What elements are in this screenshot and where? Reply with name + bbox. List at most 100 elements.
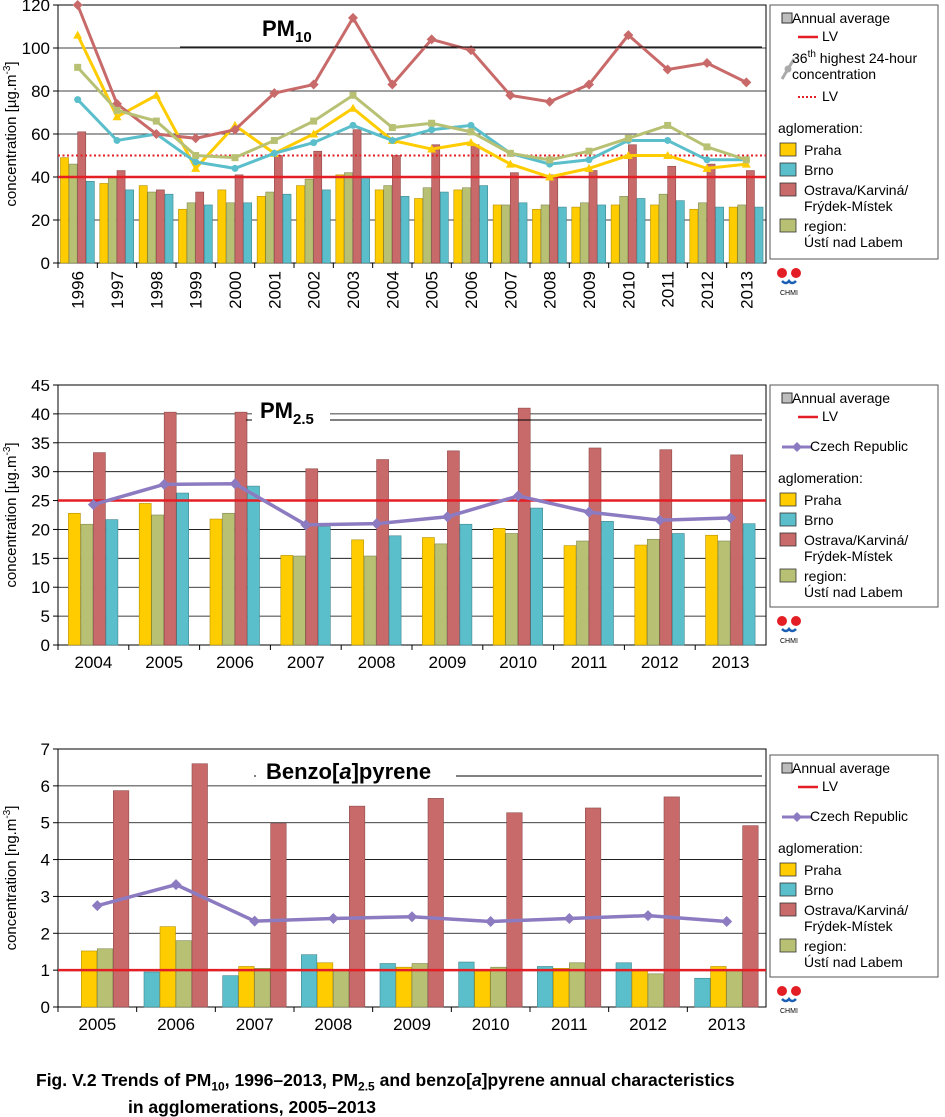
- x-tick-label: 2004: [383, 271, 402, 309]
- marker-brno: [74, 96, 82, 104]
- marker-region: [388, 124, 396, 132]
- series-line-czech_republic: [92, 482, 731, 527]
- x-tick-label: 2008: [314, 1015, 352, 1034]
- x-tick-label: 2006: [216, 653, 254, 672]
- x-tick-label: 1997: [108, 271, 127, 309]
- chmi-logo-dot-right: [791, 616, 801, 626]
- bar-ostrava: [585, 807, 602, 1008]
- x-tick-label: 1998: [147, 271, 166, 309]
- legend-label-brno: Brno: [804, 162, 834, 178]
- legend-label-region: region:: [804, 938, 847, 954]
- x-tick-label: 2009: [393, 1015, 431, 1034]
- bar-praha: [395, 966, 412, 1008]
- bar-ostrava: [730, 454, 743, 646]
- legend-swatch-ostrava: [779, 182, 797, 197]
- marker-praha: [73, 30, 83, 39]
- legend-swatch-region: [779, 568, 797, 583]
- legend-label-ostrava-2: Frýdek-Místek: [804, 918, 894, 934]
- bar-praha: [492, 527, 506, 646]
- marker-praha: [741, 159, 751, 168]
- bar-brno: [388, 535, 402, 646]
- bar-ostrava: [116, 170, 126, 264]
- bar-ostrava: [517, 407, 531, 646]
- legend-lv: LV: [822, 28, 839, 44]
- y-tick-label: 25: [31, 492, 50, 511]
- x-tick-label: 2009: [580, 271, 599, 309]
- legend-aglomeration: aglomeration:: [778, 840, 863, 856]
- marker-region: [467, 128, 475, 136]
- marker-region: [624, 134, 632, 142]
- marker-czech_republic: [371, 518, 383, 530]
- x-tick-label: 2012: [641, 653, 679, 672]
- marker-praha: [505, 159, 515, 168]
- bar-region: [540, 204, 550, 264]
- y-tick-label: 1: [41, 961, 50, 980]
- y-tick-label: 4: [41, 851, 50, 870]
- marker-region: [113, 106, 121, 114]
- marker-praha: [112, 112, 122, 121]
- bar-brno: [361, 176, 371, 264]
- bar-region: [80, 523, 94, 646]
- marker-region: [428, 119, 436, 127]
- y-tick-label: 45: [31, 380, 50, 395]
- bar-region: [226, 202, 235, 264]
- title-bg: [250, 12, 330, 44]
- marker-brno: [467, 121, 475, 129]
- legend-swatch-region: [779, 218, 797, 233]
- bar-region: [304, 178, 314, 264]
- marker-praha: [663, 151, 673, 159]
- legend-label-praha: Praha: [804, 862, 842, 878]
- legend-annual-average: Annual average: [792, 760, 890, 776]
- legend-annual-average: Annual average: [792, 390, 890, 406]
- y-tick-label: 15: [31, 549, 50, 568]
- legend-swatch-brno: [779, 512, 797, 527]
- marker-ostrava: [230, 124, 240, 135]
- bar-brno: [176, 492, 189, 646]
- legend-frame: [769, 4, 939, 260]
- bar-praha: [689, 208, 699, 264]
- bar-praha: [474, 970, 491, 1008]
- bar-praha: [159, 926, 176, 1008]
- bar-region: [658, 193, 668, 264]
- x-tick-label: 2008: [358, 653, 396, 672]
- y-tick-label: 80: [31, 82, 50, 101]
- bar-praha: [492, 204, 502, 264]
- marker-brno: [349, 121, 357, 129]
- bar-region: [501, 204, 511, 264]
- bar-praha: [374, 189, 384, 264]
- legend-swatch-ostrava: [779, 902, 797, 917]
- figure-caption: Fig. V.2 Trends of PM10, 1996–2013, PM2.…: [36, 1070, 735, 1117]
- bap-chart: 0 1 2 3 4 5 6 7 concentration [ng.m-3] 2005 2006 20…: [0, 735, 945, 1055]
- bar-praha: [553, 968, 570, 1008]
- bar-praha: [705, 534, 718, 646]
- y-tick-label: 40: [31, 405, 50, 424]
- marker-region: [742, 156, 750, 164]
- bar-ostrava: [628, 144, 637, 264]
- x-tick-label: 2011: [571, 653, 608, 672]
- marker-brno: [388, 136, 396, 144]
- bar-ostrava: [392, 155, 401, 264]
- annual-average-swatch: [781, 392, 793, 404]
- bar-praha: [178, 208, 187, 264]
- marker-region: [546, 156, 554, 164]
- chart-title: PM2.5: [260, 398, 314, 428]
- bar-praha: [335, 174, 345, 264]
- x-tick-label: 2013: [708, 1015, 746, 1034]
- legend-swatch-praha: [779, 142, 797, 157]
- legend-lv-dotted: LV: [822, 88, 839, 104]
- bar-praha: [81, 950, 98, 1008]
- y-tick-label: 3: [41, 887, 50, 906]
- legend-swatch-region: [779, 938, 797, 953]
- caption-t2: , 1996–2013, PM: [224, 1070, 359, 1090]
- pm10-chart-svg: 0 20 40 60 80 100 120 concentration [µg.m-3] 199…: [2, 0, 939, 309]
- bar-brno: [754, 206, 764, 264]
- marker-region: [349, 91, 357, 99]
- x-tick-label: 2007: [501, 271, 520, 309]
- bar-ostrava: [431, 144, 441, 264]
- x-tick-label: 2008: [541, 271, 560, 309]
- legend-swatch-brno: [779, 882, 797, 897]
- highest-24h-swatch-marker: [784, 65, 792, 73]
- bar-ostrava: [156, 189, 165, 264]
- bar-ostrava: [313, 150, 323, 264]
- legend-label-praha: Praha: [804, 492, 842, 508]
